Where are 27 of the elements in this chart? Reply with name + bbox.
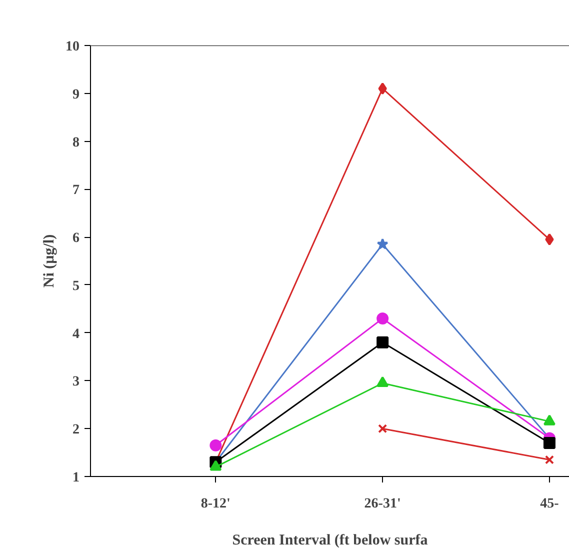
point	[378, 424, 388, 434]
x-tick-label: 8-12'	[200, 496, 230, 512]
y-tick-label: 1	[72, 470, 80, 486]
point	[210, 460, 222, 471]
y-tick-label: 4	[72, 326, 80, 342]
point	[543, 414, 556, 426]
point	[376, 336, 389, 348]
point	[210, 439, 222, 452]
x-axis-title: Screen Interval (ft below surfa	[232, 532, 428, 548]
y-tick-label: 5	[72, 278, 80, 294]
x-tick-label: 45-	[540, 496, 560, 512]
point	[543, 436, 556, 449]
point	[544, 455, 554, 464]
point	[376, 238, 388, 250]
x-tick-label: 26-31'	[364, 496, 401, 512]
point	[545, 233, 554, 246]
y-tick-label: 7	[72, 183, 80, 198]
y-tick-label: 3	[72, 374, 80, 390]
y-tick-label: 9	[72, 87, 80, 102]
y-axis-title: Ni (µg/l)	[42, 234, 58, 288]
y-tick-label: 10	[66, 40, 80, 54]
y-tick-label: 8	[72, 135, 80, 150]
point	[378, 82, 387, 95]
point	[376, 376, 389, 388]
y-tick-label: 6	[72, 231, 80, 246]
point	[376, 312, 389, 324]
y-tick-label: 2	[72, 422, 80, 438]
